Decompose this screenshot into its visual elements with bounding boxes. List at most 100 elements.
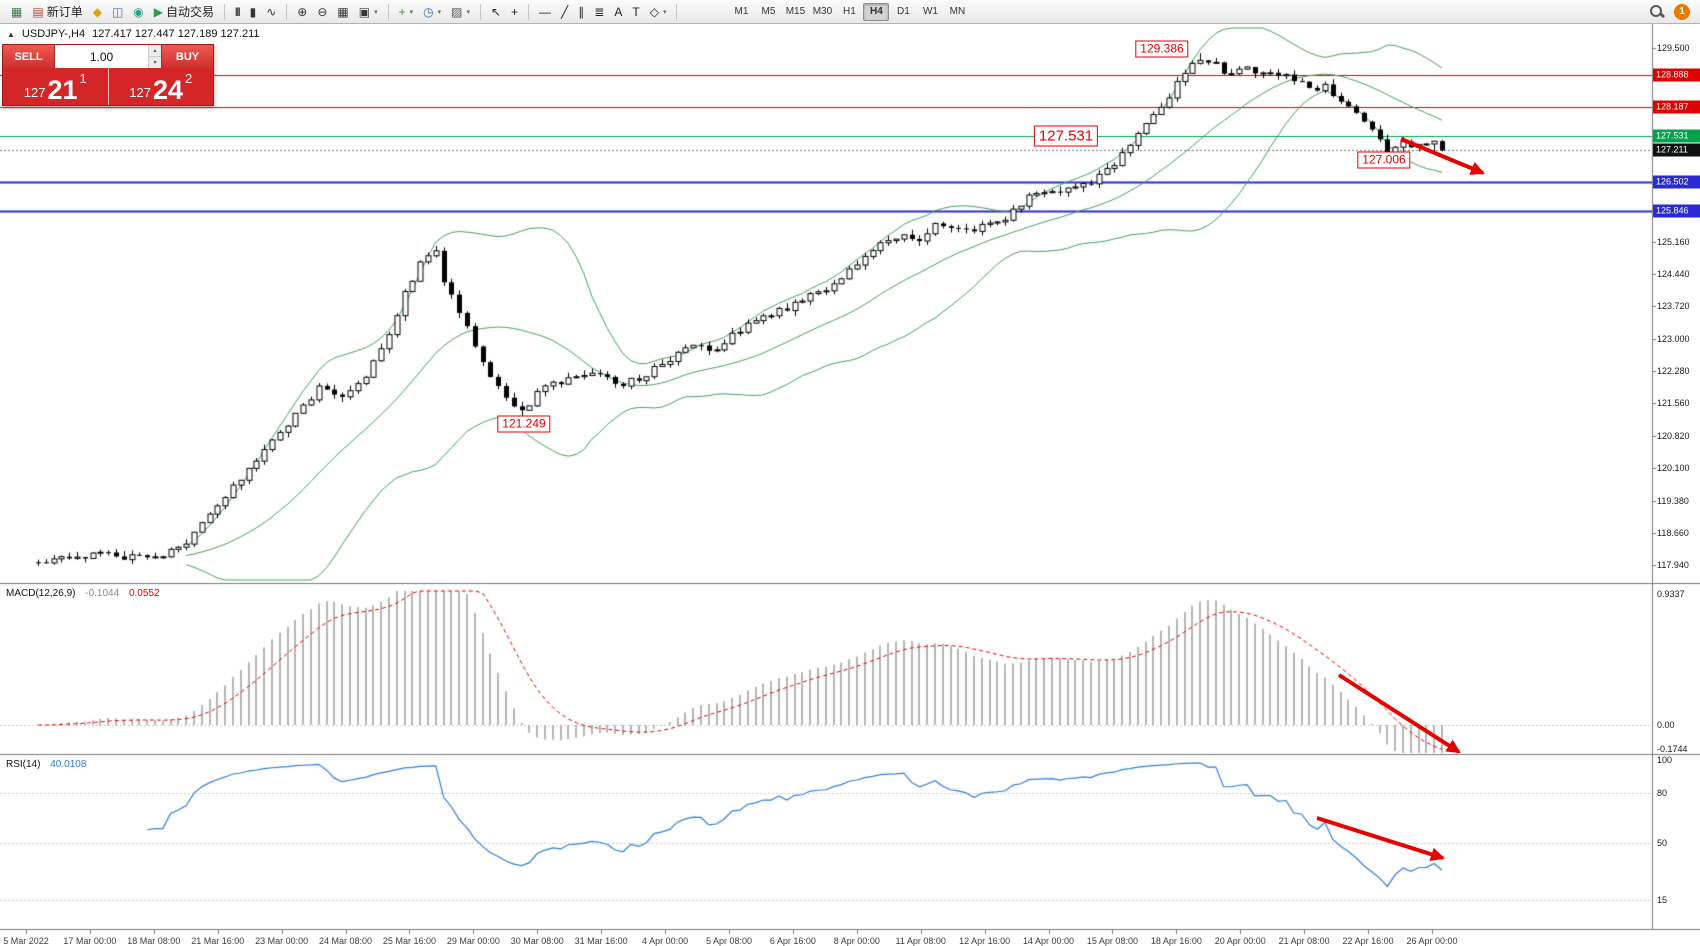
timeframe-d1-button[interactable]: D1 [890, 3, 916, 21]
horizontal-line-button[interactable]: — [534, 2, 556, 22]
line-chart-button[interactable]: ∿ [261, 2, 281, 22]
toolbar-buttons: ▦ ▤ 新订单 ◆ ◫ ◉ ▶ 自动交易 ||| ▮ ∿ ⊕ ⊖ ▦ ▣ ▾ + ▾ ◷ ▾ ▨ ▾ ↖ + — ╱ ∥ ≣ A T ◇ ▾ M… [6, 0, 970, 23]
line-chart-icon: ∿ [266, 4, 277, 19]
ohlc-values: 127.417 127.447 127.189 127.211 [92, 28, 260, 40]
price-annotation[interactable]: 127.531 [1033, 125, 1099, 147]
autotrading-play-icon: ▶ [153, 4, 163, 19]
channel-icon: ∥ [578, 4, 585, 19]
volume-input[interactable] [55, 45, 148, 68]
search-icon[interactable] [1649, 4, 1664, 19]
cursor-button[interactable]: ↖ [486, 2, 506, 22]
buy-price-pips: 24 [152, 74, 183, 105]
market-watch-button[interactable]: ◆ [88, 2, 107, 22]
new-chart-button[interactable]: ▦ [6, 2, 27, 22]
text-button[interactable]: A [609, 2, 627, 22]
price-annotation[interactable]: 129.386 [1135, 40, 1189, 58]
new-order-button-label: 新订单 [46, 5, 83, 19]
buy-price-figure: 127 [129, 85, 151, 101]
macd-value: -0.1044 [85, 588, 120, 599]
volume-increase-button[interactable]: ▴ [149, 45, 161, 57]
add-indicator-icon: + [398, 4, 406, 19]
symbol-header: ▲ USDJPY-,H4 127.417 127.447 127.189 127… [7, 28, 260, 40]
toolbar-separator [528, 3, 530, 20]
template-icon: ▨ [451, 4, 463, 19]
rsi-indicator-header: RSI(14) 40.0108 [6, 759, 86, 770]
template-button[interactable]: ▨ ▾ [446, 2, 475, 22]
text-icon: A [614, 4, 623, 19]
timeframe-m15-button[interactable]: M15 [782, 3, 808, 21]
caret-down-icon: ▾ [374, 8, 378, 16]
timeframe-w1-button[interactable]: W1 [917, 3, 943, 21]
timeframe-h1-button[interactable]: H1 [836, 3, 862, 21]
volume-box: ▴ ▾ [55, 45, 161, 68]
zoom-out-button[interactable]: ⊖ [312, 2, 332, 22]
order-ticket-icon: ▤ [32, 4, 44, 19]
autotrading-button[interactable]: ▶ 自动交易 [149, 2, 219, 22]
timeframe-m30-button[interactable]: M30 [809, 3, 835, 21]
period-button[interactable]: ◷ ▾ [418, 2, 446, 22]
trade-controls-row: SELL ▴ ▾ BUY [3, 45, 213, 68]
auto-arrange-button[interactable]: ▣ ▾ [354, 2, 383, 22]
equidistant-channel-button[interactable]: ∥ [573, 2, 589, 22]
candlestick-chart-button[interactable]: ▮ [245, 2, 262, 22]
toolbar-separator [224, 3, 226, 20]
macd-indicator-header: MACD(12,26,9) -0.1044 0.0552 [6, 588, 160, 599]
macd-label: MACD(12,26,9) [6, 588, 76, 599]
zoom-in-icon: ⊕ [297, 4, 308, 19]
toolbar-separator [479, 3, 481, 20]
sell-price-button[interactable]: 127 21 1 [3, 68, 109, 105]
mql5-icon: ◉ [133, 4, 144, 19]
symbol-title: USDJPY-,H4 [21, 28, 86, 40]
price-annotation[interactable]: 127.006 [1357, 151, 1411, 169]
rsi-label: RSI(14) [6, 759, 41, 770]
tile-windows-button[interactable]: ▦ [332, 2, 353, 22]
data-window-button[interactable]: ◫ [107, 2, 128, 22]
timeframe-m1-button[interactable]: M1 [728, 3, 754, 21]
sell-button[interactable]: SELL [3, 45, 55, 68]
price-chart-canvas[interactable] [0, 24, 1700, 945]
toolbar: ▦ ▤ 新订单 ◆ ◫ ◉ ▶ 自动交易 ||| ▮ ∿ ⊕ ⊖ ▦ ▣ ▾ + ▾ ◷ ▾ ▨ ▾ ↖ + — ╱ ∥ ≣ A T ◇ ▾ M… [0, 0, 1700, 24]
buy-price-point: 2 [185, 71, 193, 86]
horizontal-line-icon: — [539, 4, 552, 19]
zoom-in-button[interactable]: ⊕ [292, 2, 312, 22]
chart-plus-icon: ▦ [11, 4, 23, 19]
toolbar-separator [676, 3, 678, 20]
macd-signal-value: 0.0552 [128, 588, 160, 599]
tile-windows-icon: ▦ [337, 4, 349, 19]
buy-price-button[interactable]: 127 24 2 [109, 68, 214, 105]
add-indicator-button[interactable]: + ▾ [394, 2, 419, 22]
one-click-trading-widget: SELL ▴ ▾ BUY 127 21 1 127 24 2 [2, 44, 214, 106]
new-order-button[interactable]: ▤ 新订单 [27, 2, 87, 22]
mql5-community-button[interactable]: ◉ [128, 2, 148, 22]
trendline-icon: ╱ [561, 4, 569, 19]
timeframe-toolbar: M1 M5 M15 M30 H1 H4 D1 W1 MN [728, 2, 970, 21]
buy-button[interactable]: BUY [161, 45, 213, 68]
bar-chart-icon: ||| [235, 6, 240, 16]
crosshair-button[interactable]: + [506, 2, 523, 22]
timeframe-m5-button[interactable]: M5 [755, 3, 781, 21]
bar-chart-button[interactable]: ||| [230, 2, 245, 22]
toolbar-separator [387, 3, 389, 20]
text-label-icon: T [632, 4, 640, 19]
fibonacci-button[interactable]: ≣ [589, 2, 609, 22]
trendline-button[interactable]: ╱ [556, 2, 573, 22]
rsi-value: 40.0108 [50, 759, 87, 770]
volume-spinner: ▴ ▾ [148, 45, 161, 68]
one-click-collapse-icon[interactable]: ▲ [7, 29, 15, 39]
timeframe-h4-button[interactable]: H4 [863, 2, 890, 21]
volume-decrease-button[interactable]: ▾ [149, 57, 161, 68]
price-annotation[interactable]: 121.249 [497, 415, 551, 433]
toolbar-right-group: 1 [1649, 3, 1694, 20]
timeframe-mn-button[interactable]: MN [944, 3, 970, 21]
fibonacci-icon: ≣ [594, 4, 605, 19]
text-label-button[interactable]: T [627, 2, 644, 22]
sell-price-figure: 127 [23, 85, 46, 101]
auto-arrange-icon: ▣ [358, 4, 371, 19]
zoom-out-icon: ⊖ [317, 4, 328, 19]
notification-badge[interactable]: 1 [1674, 3, 1690, 20]
sell-price-point: 1 [79, 71, 87, 86]
sell-price-pips: 21 [47, 74, 78, 105]
shapes-button[interactable]: ◇ ▾ [645, 2, 672, 22]
data-window-icon: ◫ [111, 4, 124, 19]
